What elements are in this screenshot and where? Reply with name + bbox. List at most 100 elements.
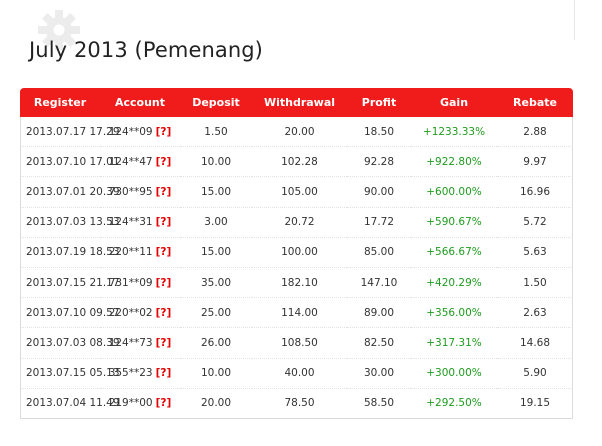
cell-rebate: 2.88 (497, 117, 573, 148)
cell-rebate: 14.68 (497, 327, 573, 359)
cell-gain: +922.80% (411, 146, 497, 178)
account-number: 220**11 (108, 246, 153, 259)
cell-profit: 89.00 (347, 297, 411, 329)
account-help-link[interactable]: [?] (155, 216, 172, 229)
table-row: 2013.07.03 08.39 124**73 [?] 26.00 108.50 82.… (20, 327, 573, 359)
cell-withdrawal: 40.00 (252, 358, 347, 389)
table-row: 2013.07.10 17.01 124**47 [?] 10.00 102.28 92.… (20, 146, 573, 178)
cell-register: 2013.07.04 11.49 (26, 397, 120, 410)
account-help-link[interactable]: [?] (155, 336, 172, 349)
cell-profit: 90.00 (347, 176, 411, 208)
cell-withdrawal: 114.00 (252, 297, 347, 329)
cell-gain: +600.00% (411, 176, 497, 208)
cell-deposit: 26.00 (180, 327, 252, 359)
cell-gain: +317.31% (411, 327, 497, 359)
cell-gain: +590.67% (411, 207, 497, 238)
table-row: 2013.07.15 05.13 355**23 [?] 10.00 40.00 30.0… (20, 358, 573, 389)
cell-account: 219**00 [?] (100, 388, 180, 418)
account-number: 355**23 (108, 367, 153, 380)
cell-account: 220**02 [?] (100, 297, 180, 329)
cell-register: 2013.07.03 13.53 (20, 207, 120, 238)
cell-gain: +1233.33% (411, 117, 497, 148)
cell-deposit: 25.00 (180, 297, 252, 329)
column-header-deposit: Deposit (192, 96, 240, 109)
cell-withdrawal: 20.72 (252, 207, 347, 238)
column-header-rebate: Rebate (513, 96, 557, 109)
table-row: 2013.07.19 18.53 220**11 [?] 15.00 100.00 85.… (20, 237, 573, 268)
account-number: 124**31 (108, 216, 153, 229)
table-row: 2013.07.01 20.39 730**95 [?] 15.00 105.00 90.… (20, 176, 573, 208)
cell-rebate: 1.50 (497, 267, 573, 299)
cell-profit: 58.50 (363, 397, 395, 410)
table-row: 2013.07.17 17.29 124**09 [?] 1.50 20.00 18.50… (20, 117, 573, 148)
account-help-link[interactable]: [?] (155, 185, 172, 198)
account-help-link[interactable]: [?] (155, 155, 172, 168)
cell-profit: 82.50 (347, 327, 411, 359)
column-header-profit: Profit (361, 96, 397, 109)
cell-deposit: 15.00 (180, 176, 252, 208)
cell-register: 2013.07.10 17.01 (20, 146, 120, 178)
account-help-link[interactable]: [?] (155, 397, 172, 410)
cell-rebate: 5.72 (497, 207, 573, 238)
cell-profit: 85.00 (347, 237, 411, 268)
account-help-link[interactable]: [?] (155, 367, 172, 380)
divider (574, 0, 575, 40)
account-number: 124**47 (108, 155, 153, 168)
cell-profit: 92.28 (347, 146, 411, 178)
column-header-withdrawal: Withdrawal (263, 96, 336, 109)
cell-profit: 17.72 (347, 207, 411, 238)
column-header-register: Register (33, 96, 87, 109)
table-row: 2013.07.04 11.49 219**00 [?] 20.00 78.50 58.5… (20, 388, 573, 418)
account-help-link[interactable]: [?] (155, 246, 172, 259)
cell-rebate: 5.90 (497, 358, 573, 389)
winners-table-container: Register Account Deposit Withdrawal Prof… (20, 88, 573, 419)
cell-register: 2013.07.10 09.57 (20, 297, 120, 329)
table-header-row: Register Account Deposit Withdrawal Prof… (20, 88, 573, 117)
cell-register: 2013.07.01 20.39 (20, 176, 120, 208)
cell-deposit: 20.00 (200, 397, 232, 410)
cell-rebate: 16.96 (497, 176, 573, 208)
cell-account: 124**73 [?] (100, 327, 180, 359)
cell-register: 2013.07.03 08.39 (20, 327, 120, 359)
table-body: 2013.07.17 17.29 124**09 [?] 1.50 20.00 18.50… (20, 117, 573, 418)
column-header-account: Account (114, 96, 166, 109)
account-number: 220**02 (108, 306, 153, 319)
cell-withdrawal: 102.28 (252, 146, 347, 178)
cell-register: 2013.07.17 17.29 (20, 117, 120, 148)
cell-register: 2013.07.19 18.53 (20, 237, 120, 268)
account-help-link[interactable]: [?] (155, 125, 172, 138)
cell-deposit: 10.00 (180, 358, 252, 389)
cell-account: 731**09 [?] (100, 267, 180, 299)
table-row: 2013.07.03 13.53 124**31 [?] 3.00 20.72 17.72… (20, 207, 573, 238)
cell-deposit: 35.00 (180, 267, 252, 299)
cell-withdrawal: 182.10 (252, 267, 347, 299)
cell-withdrawal: 100.00 (252, 237, 347, 268)
cell-withdrawal: 105.00 (252, 176, 347, 208)
cell-gain: +356.00% (411, 297, 497, 329)
account-number: 124**09 (108, 125, 153, 138)
cell-rebate: 9.97 (497, 146, 573, 178)
account-help-link[interactable]: [?] (155, 276, 172, 289)
account-help-link[interactable]: [?] (155, 306, 172, 319)
cell-gain: +566.67% (411, 237, 497, 268)
account-number: 124**73 (108, 336, 153, 349)
cell-rebate: 2.63 (497, 297, 573, 329)
cell-withdrawal: 20.00 (252, 117, 347, 148)
cell-account: 124**31 [?] (100, 207, 180, 238)
cell-gain: +292.50% (426, 397, 482, 410)
cell-deposit: 15.00 (180, 237, 252, 268)
cell-withdrawal: 78.50 (284, 397, 315, 410)
cell-gain: +420.29% (411, 267, 497, 299)
cell-deposit: 3.00 (180, 207, 252, 238)
page-title: July 2013 (Pemenang) (29, 38, 263, 62)
column-header-gain: Gain (439, 96, 469, 109)
cell-account: 355**23 [?] (100, 358, 180, 389)
cell-deposit: 1.50 (180, 117, 252, 148)
cell-account: 220**11 [?] (100, 237, 180, 268)
table-row: 2013.07.15 21.17 731**09 [?] 35.00 182.10 147… (20, 267, 573, 299)
cell-withdrawal: 108.50 (252, 327, 347, 359)
cell-account: 124**09 [?] (100, 117, 180, 148)
cell-gain: +300.00% (411, 358, 497, 389)
winners-table: Register Account Deposit Withdrawal Prof… (20, 88, 573, 418)
